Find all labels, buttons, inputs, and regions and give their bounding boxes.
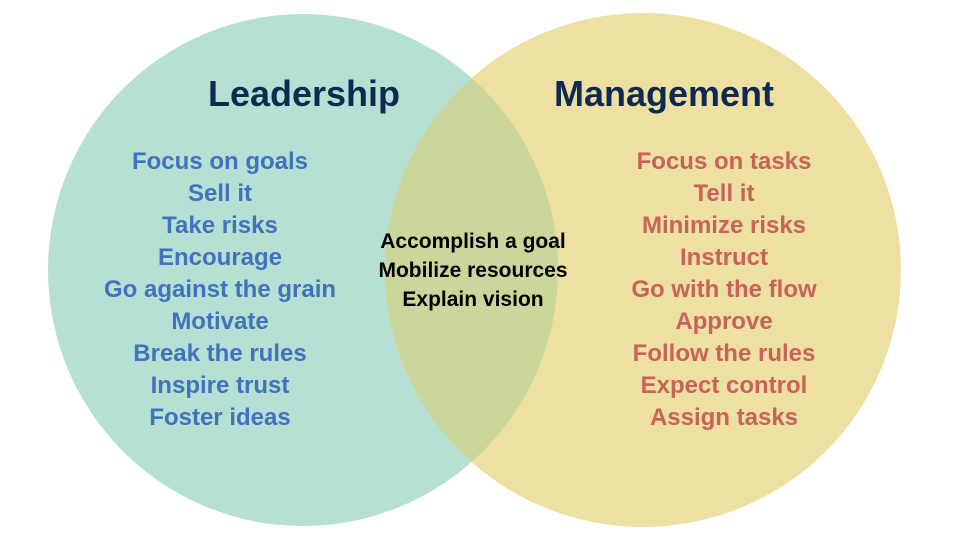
management-item: Focus on tasks (636, 148, 812, 175)
overlap-item: Mobilize resources (378, 259, 568, 282)
overlap-list: Accomplish a goal Mobilize resources Exp… (378, 227, 567, 314)
management-item: Tell it (693, 180, 755, 207)
leadership-item: Take risks (162, 212, 278, 239)
management-item: Expect control (640, 372, 808, 399)
leadership-list: Focus on goals Sell it Take risks Encour… (104, 146, 336, 434)
leadership-title: Leadership (207, 73, 401, 114)
leadership-item: Encourage (157, 244, 283, 271)
leadership-item: Break the rules (133, 340, 307, 367)
leadership-item: Sell it (187, 180, 253, 207)
overlap-region (385, 14, 558, 526)
management-item: Minimize risks (641, 212, 807, 239)
management-title: Management (553, 73, 775, 114)
overlap-item: Explain vision (402, 288, 544, 311)
management-list: Focus on tasks Tell it Minimize risks In… (631, 146, 816, 434)
management-item: Go with the flow (631, 276, 817, 303)
management-item: Assign tasks (649, 404, 799, 431)
overlap-item: Accomplish a goal (380, 230, 566, 253)
leadership-item: Motivate (171, 308, 269, 335)
leadership-item: Go against the grain (103, 276, 337, 303)
leadership-item: Foster ideas (149, 404, 291, 431)
management-item: Follow the rules (632, 340, 816, 367)
leadership-item: Focus on goals (131, 148, 308, 175)
management-item: Approve (675, 308, 773, 335)
management-item: Instruct (679, 244, 768, 271)
leadership-item: Inspire trust (150, 372, 290, 399)
